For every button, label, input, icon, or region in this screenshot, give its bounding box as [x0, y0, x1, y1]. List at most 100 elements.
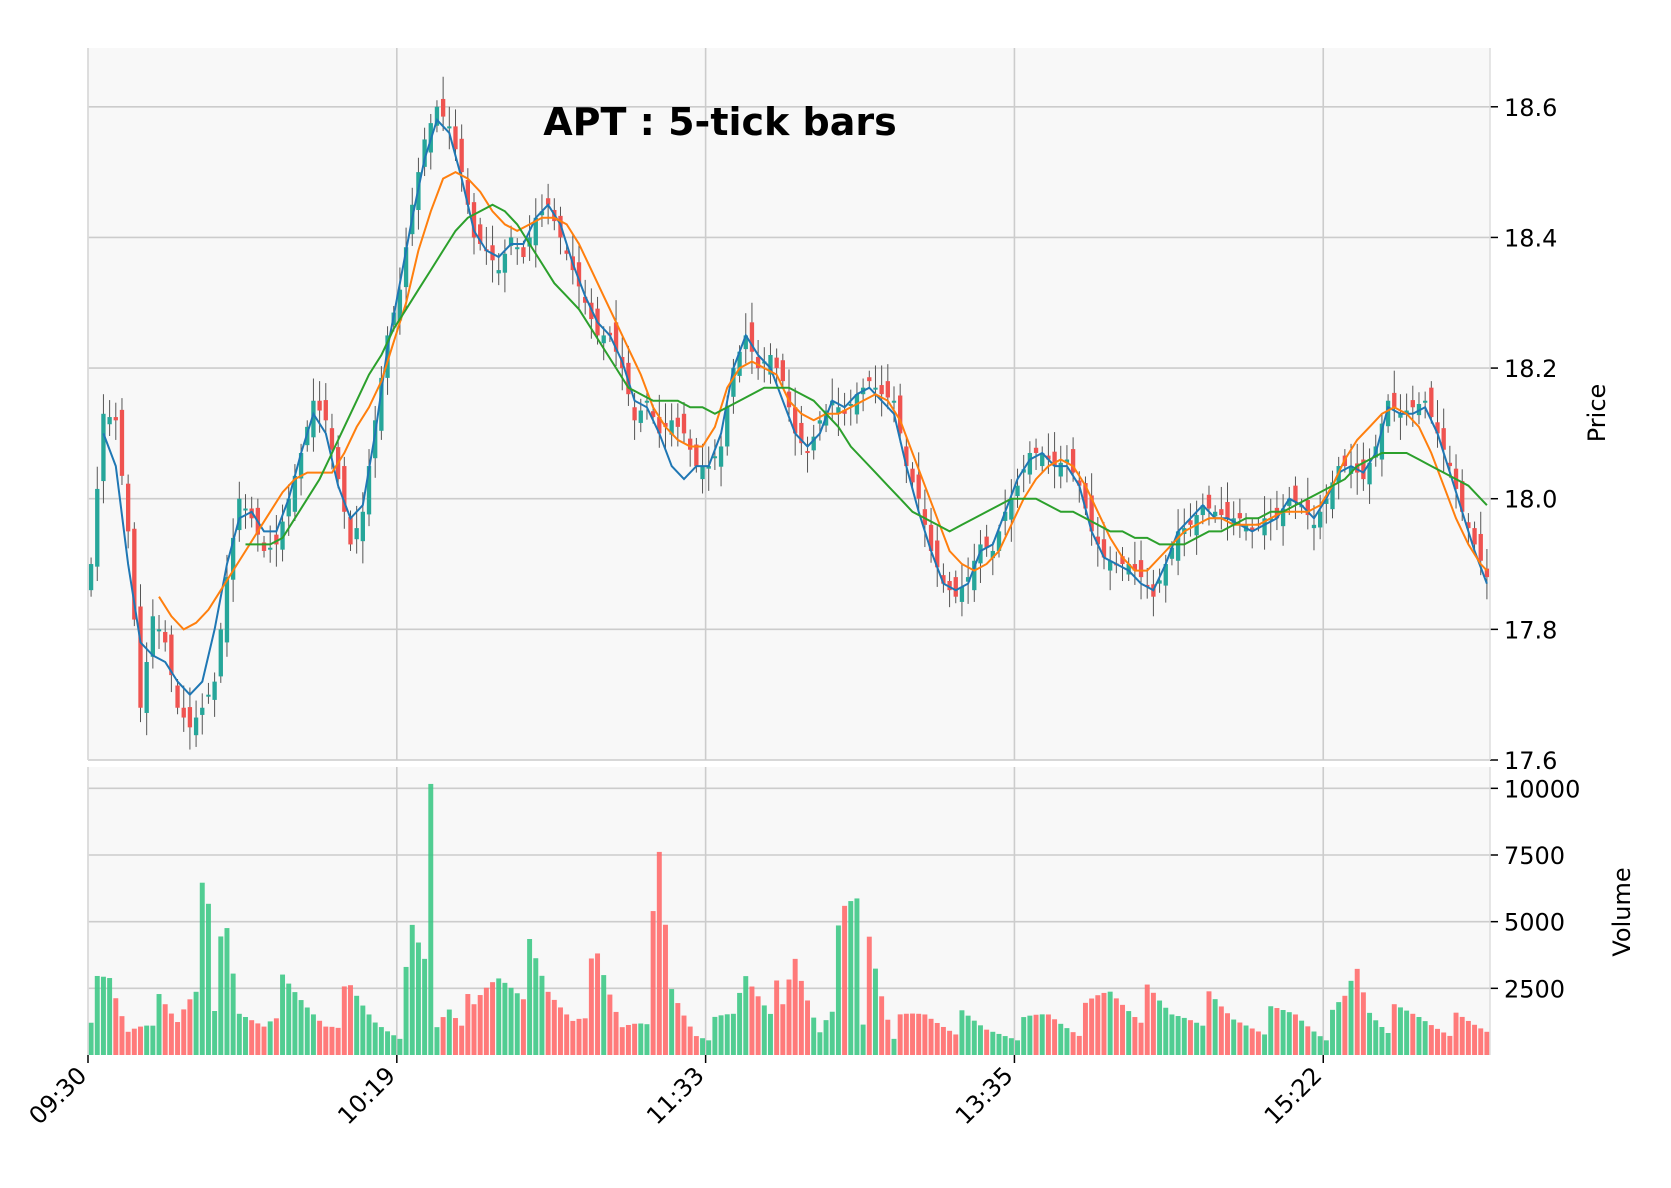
- candle-body: [706, 466, 711, 469]
- candle-body: [237, 498, 242, 531]
- volume-bar: [496, 978, 502, 1055]
- candle-body: [1472, 528, 1477, 545]
- volume-bar: [1342, 995, 1348, 1055]
- volume-bar: [947, 1030, 953, 1055]
- volume-bar: [514, 993, 520, 1055]
- volume-bar: [866, 936, 872, 1055]
- candle-body: [200, 707, 205, 715]
- volume-bar: [910, 1013, 915, 1055]
- candle-body: [101, 413, 106, 482]
- volume-bar: [286, 983, 292, 1055]
- volume-bar: [273, 1018, 279, 1055]
- volume-bar: [440, 1017, 446, 1055]
- volume-bar: [990, 1031, 996, 1055]
- volume-bar: [94, 975, 100, 1055]
- candle-body: [644, 400, 650, 403]
- volume-bar: [1410, 1013, 1416, 1055]
- volume-bar: [922, 1014, 928, 1055]
- volume-bar: [798, 980, 804, 1055]
- candle-body: [959, 586, 965, 602]
- volume-bar: [187, 999, 193, 1055]
- volume-bar: [483, 987, 489, 1055]
- volume-bar: [817, 1032, 823, 1055]
- candle-body: [379, 377, 384, 431]
- candle-body: [1083, 483, 1088, 509]
- volume-bar: [1354, 968, 1360, 1055]
- candle-body: [650, 411, 656, 418]
- candle-body: [1058, 462, 1063, 477]
- candle-body: [984, 536, 989, 548]
- volume-bar: [743, 976, 749, 1055]
- candle-body: [453, 126, 458, 150]
- candle-body: [1330, 482, 1335, 510]
- volume-bar: [681, 1015, 687, 1055]
- volume-bar: [378, 1027, 384, 1055]
- volume-bar: [780, 1004, 786, 1055]
- volume-bar: [650, 911, 656, 1055]
- volume-bar: [632, 1023, 638, 1055]
- volume-bar: [168, 1013, 174, 1055]
- volume-bar: [415, 942, 421, 1055]
- candle-body: [1466, 522, 1471, 529]
- volume-bar: [1089, 998, 1095, 1055]
- volume-bar: [891, 1038, 897, 1055]
- volume-bar: [1348, 980, 1354, 1055]
- candle-body: [478, 224, 483, 244]
- candle-body: [1033, 447, 1039, 453]
- candle-body: [1379, 423, 1385, 460]
- price-tick-label: 17.6: [1504, 747, 1557, 775]
- candle-body: [539, 211, 545, 216]
- volume-bar: [193, 991, 199, 1055]
- volume-bar: [601, 975, 607, 1055]
- candle-body: [768, 355, 773, 375]
- candle-body: [317, 400, 322, 411]
- volume-bar: [1144, 984, 1150, 1055]
- candle-body: [403, 247, 409, 288]
- candle-body: [1484, 568, 1490, 578]
- volume-bar: [885, 1019, 891, 1055]
- candle-body: [990, 550, 995, 559]
- candle-body: [725, 407, 730, 447]
- volume-bar: [737, 992, 743, 1055]
- candle-body: [385, 335, 390, 378]
- volume-bar: [113, 998, 119, 1055]
- candle-body: [885, 381, 890, 398]
- volume-bar: [1484, 1031, 1490, 1055]
- volume-bar: [786, 979, 792, 1055]
- volume-bar: [663, 924, 668, 1055]
- volume-bar: [805, 1000, 810, 1055]
- chart-title: APT : 5-tick bars: [543, 100, 896, 144]
- volume-bar: [1120, 1004, 1125, 1055]
- volume-bar: [348, 985, 353, 1055]
- candle-body: [187, 707, 193, 728]
- volume-bar: [354, 995, 360, 1055]
- volume-bar: [205, 903, 211, 1055]
- price-tick-label: 18.4: [1504, 224, 1557, 252]
- candle-body: [941, 575, 946, 584]
- candle-body: [280, 521, 285, 550]
- volume-bar: [144, 1025, 150, 1055]
- volume-bar: [1286, 1012, 1292, 1055]
- candle-body: [212, 681, 217, 700]
- volume-bar: [1070, 1032, 1076, 1055]
- volume-bar: [1323, 1040, 1329, 1055]
- volume-bar: [1397, 1007, 1403, 1055]
- candle-body: [502, 253, 508, 273]
- volume-bar: [335, 1027, 341, 1055]
- volume-bar: [1330, 1009, 1335, 1055]
- candle-body: [323, 400, 328, 421]
- candle-body: [1250, 527, 1255, 532]
- candle-body: [972, 560, 977, 591]
- candle-body: [1404, 410, 1409, 414]
- volume-bar: [761, 1005, 767, 1055]
- volume-bar: [1212, 999, 1218, 1055]
- candle-body: [613, 322, 619, 352]
- candle-body: [817, 420, 823, 424]
- volume-bar: [1200, 1025, 1206, 1055]
- volume-bar: [317, 1020, 323, 1055]
- volume-bar: [1447, 1035, 1453, 1055]
- candle-body: [663, 422, 668, 427]
- candle-body: [935, 540, 940, 568]
- candle-body: [1392, 392, 1397, 408]
